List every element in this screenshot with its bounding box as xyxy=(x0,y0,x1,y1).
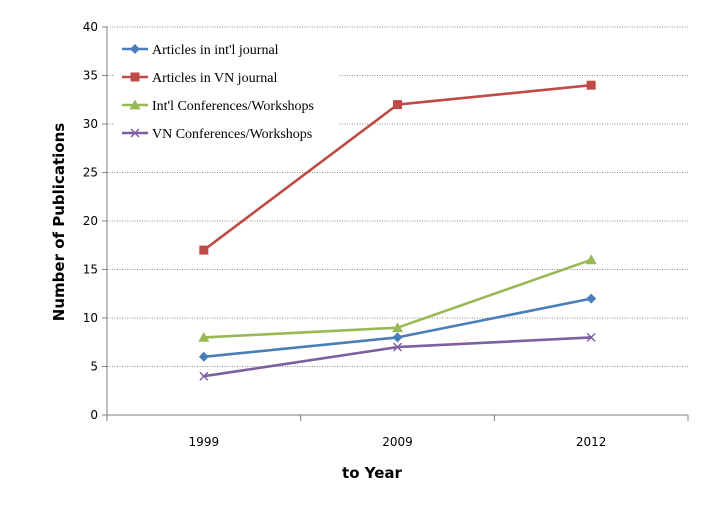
y-tick-label: 15 xyxy=(83,263,98,277)
legend-label: Int'l Conferences/Workshops xyxy=(152,99,314,114)
point-marker-stroke xyxy=(393,342,402,352)
point-marker xyxy=(130,128,140,138)
y-tick-label: 35 xyxy=(83,69,98,83)
y-tick-label: 30 xyxy=(83,117,98,131)
point-marker xyxy=(198,331,210,342)
y-tick-label: 5 xyxy=(90,360,98,374)
series-3 xyxy=(198,254,597,342)
point-marker-stroke xyxy=(199,371,209,381)
legend-item: Int'l Conferences/Workshops xyxy=(122,99,314,114)
point-marker xyxy=(199,245,209,255)
legend-item: Articles in VN journal xyxy=(122,71,277,86)
point-marker xyxy=(392,332,403,343)
tick-labels: 0 5 10 15 20 25 30 35 40 1999 2009 2012 xyxy=(83,20,607,449)
point-marker xyxy=(199,371,209,381)
point-marker xyxy=(130,44,140,54)
point-marker xyxy=(586,80,596,90)
axes xyxy=(102,26,689,421)
legend-item: Articles in int'l journal xyxy=(122,43,279,58)
series-1 xyxy=(198,293,597,362)
point-marker xyxy=(393,342,402,352)
series-4 xyxy=(199,332,596,381)
y-tick-label: 20 xyxy=(83,214,98,228)
point-marker xyxy=(393,100,402,110)
point-marker xyxy=(586,332,596,342)
point-marker xyxy=(129,99,141,110)
y-tick-label: 0 xyxy=(90,408,98,422)
x-tick-label: 2012 xyxy=(576,435,607,449)
legend-label: Articles in VN journal xyxy=(152,71,277,86)
point-marker xyxy=(130,72,140,82)
series-2 xyxy=(199,80,596,255)
legend-label: VN Conferences/Workshops xyxy=(152,127,312,142)
point-marker xyxy=(585,254,597,265)
point-marker xyxy=(586,293,597,304)
y-tick-label: 40 xyxy=(83,20,98,34)
legend-background xyxy=(114,36,338,148)
point-marker xyxy=(198,351,209,362)
series-line xyxy=(202,336,593,378)
legend-label: Articles in int'l journal xyxy=(152,43,279,58)
y-tick-label: 10 xyxy=(83,311,98,325)
point-marker-stroke xyxy=(586,332,596,342)
point-marker-stroke xyxy=(130,128,140,138)
point-marker xyxy=(392,322,403,333)
x-axis-title: to Year xyxy=(342,464,402,482)
y-axis-title: Number of Publications xyxy=(50,123,68,321)
x-tick-label: 1999 xyxy=(189,435,220,449)
series-lines xyxy=(198,80,597,381)
gridlines xyxy=(107,26,688,367)
legend: Articles in int'l journal Articles in VN … xyxy=(114,36,338,148)
x-tick-label: 2009 xyxy=(382,435,413,449)
y-tick-label: 25 xyxy=(83,166,98,180)
legend-item: VN Conferences/Workshops xyxy=(122,127,312,142)
